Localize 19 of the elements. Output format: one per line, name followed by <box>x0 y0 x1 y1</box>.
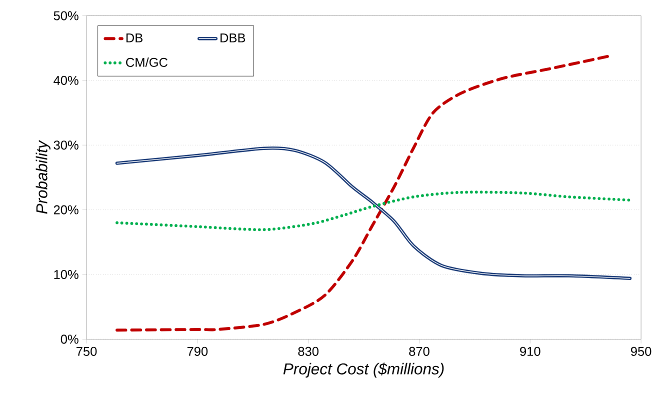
x-axis-title: Project Cost ($millions) <box>283 362 444 378</box>
legend-label: DB <box>126 34 142 42</box>
y-tick-label: 40% <box>54 76 78 85</box>
y-tick-label: 0% <box>60 334 78 344</box>
x-tick-label: 910 <box>520 346 540 356</box>
y-tick-label: 10% <box>54 270 78 280</box>
y-axis-title: Probability <box>36 140 50 214</box>
line-series <box>115 146 632 280</box>
legend-label: DBB <box>220 34 246 42</box>
y-tick-label: 20% <box>54 205 78 214</box>
x-tick-label: 870 <box>409 346 430 356</box>
x-tick-label: 750 <box>76 346 97 356</box>
y-tick-label: 30% <box>54 140 78 150</box>
y-tick-label: 50% <box>54 11 78 20</box>
legend-label: CM/GC <box>126 58 168 67</box>
x-tick-label: 950 <box>630 346 652 356</box>
x-tick-label: 830 <box>298 346 319 356</box>
line-series <box>116 190 632 232</box>
x-tick-label: 790 <box>187 346 208 356</box>
